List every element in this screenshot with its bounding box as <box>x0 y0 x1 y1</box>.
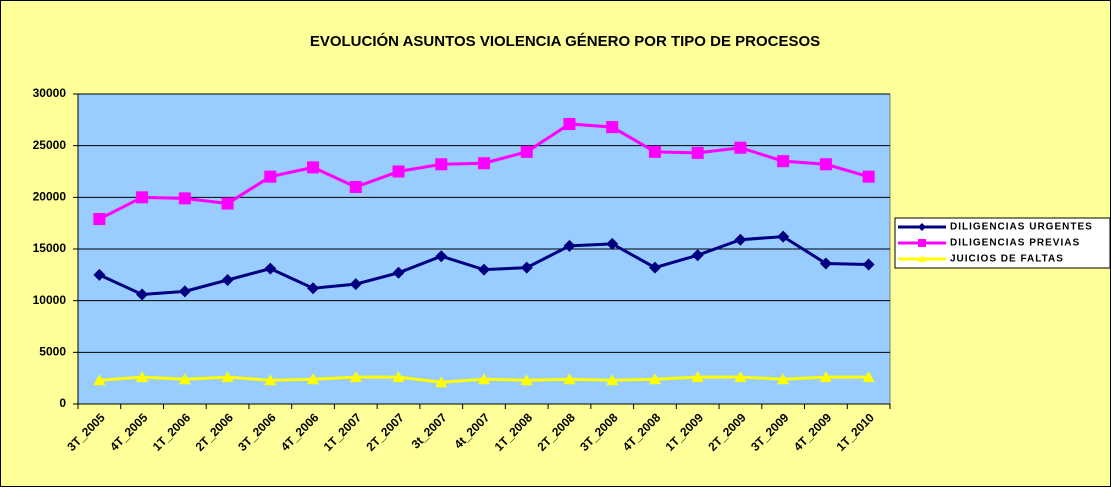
marker <box>392 371 405 383</box>
marker <box>307 282 320 295</box>
marker <box>478 263 490 276</box>
marker <box>777 155 790 168</box>
marker <box>691 146 704 159</box>
y-tick-label: 0 <box>59 396 66 410</box>
marker <box>734 371 747 383</box>
marker <box>648 261 661 274</box>
marker <box>93 213 106 226</box>
marker <box>862 258 875 271</box>
marker <box>691 249 704 262</box>
y-tick-label: 30000 <box>33 86 67 100</box>
marker <box>264 170 277 183</box>
y-tick-label: 20000 <box>33 190 67 204</box>
legend-marker <box>918 255 926 262</box>
marker <box>435 158 448 171</box>
marker <box>563 239 576 252</box>
marker <box>221 197 234 210</box>
legend-label: DILIGENCIAS URGENTES <box>950 222 1093 233</box>
marker <box>819 257 832 270</box>
marker <box>478 373 490 385</box>
marker <box>478 157 490 170</box>
marker <box>606 121 619 134</box>
marker <box>435 250 448 263</box>
marker <box>819 371 832 383</box>
marker <box>520 261 533 274</box>
marker <box>307 161 320 174</box>
marker <box>178 285 191 298</box>
marker <box>691 371 704 383</box>
marker <box>349 278 362 291</box>
marker <box>221 371 234 383</box>
marker <box>93 374 106 386</box>
marker <box>349 371 362 383</box>
legend-marker <box>918 223 926 231</box>
marker <box>136 191 149 204</box>
marker <box>606 237 619 250</box>
marker <box>264 374 277 386</box>
marker <box>563 373 576 385</box>
marker <box>136 371 149 383</box>
marker <box>435 376 448 388</box>
y-tick-label: 5000 <box>39 345 66 359</box>
marker <box>862 170 875 183</box>
marker <box>648 373 661 385</box>
marker <box>264 262 277 275</box>
marker <box>307 373 320 385</box>
marker <box>136 288 149 301</box>
marker <box>392 266 405 279</box>
marker <box>606 374 619 386</box>
chart-title: EVOLUCIÓN ASUNTOS VIOLENCIA GÉNERO POR T… <box>310 32 820 50</box>
marker <box>93 268 106 281</box>
marker <box>648 145 661 158</box>
marker <box>178 373 191 385</box>
marker <box>349 181 362 193</box>
marker <box>178 192 191 205</box>
marker <box>777 230 790 243</box>
legend-marker <box>918 239 926 247</box>
y-tick-label: 25000 <box>33 138 67 152</box>
marker <box>734 141 747 154</box>
marker <box>862 371 875 383</box>
marker <box>392 165 405 178</box>
marker <box>520 374 533 386</box>
marker <box>520 145 533 158</box>
y-tick-label: 10000 <box>33 293 67 307</box>
marker <box>819 158 832 171</box>
y-tick-label: 15000 <box>33 241 67 255</box>
marker <box>221 274 234 286</box>
marker <box>777 373 790 385</box>
legend-label: JUICIOS DE FALTAS <box>950 254 1064 265</box>
legend-label: DILIGENCIAS PREVIAS <box>950 238 1080 249</box>
marker <box>563 117 576 130</box>
marker <box>734 233 747 246</box>
